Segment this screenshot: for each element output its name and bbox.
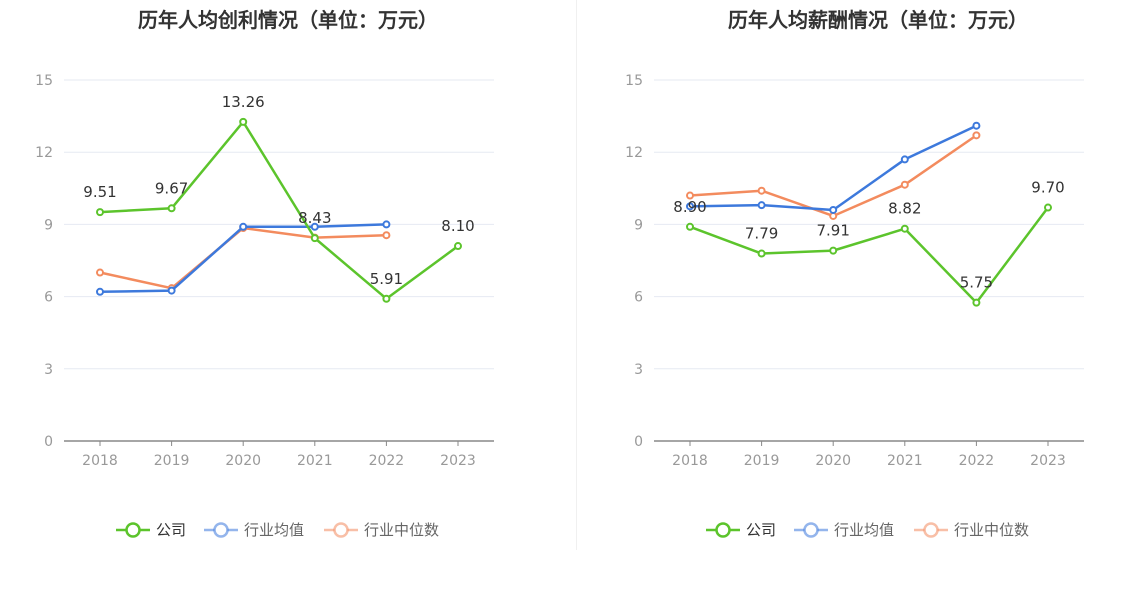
data-label: 9.51 <box>83 183 116 201</box>
data-label: 13.26 <box>222 93 265 111</box>
data-point-industry-avg <box>96 287 104 296</box>
y-tick-label: 6 <box>634 290 643 306</box>
series-line-industry-median <box>99 226 387 290</box>
data-point-company <box>167 204 176 213</box>
x-tick-label: 2022 <box>959 453 995 469</box>
data-label: 7.91 <box>816 222 849 240</box>
y-tick-label: 0 <box>44 434 53 450</box>
data-point-company <box>757 249 766 258</box>
x-tick-label: 2022 <box>369 453 405 469</box>
data-point-company <box>972 298 981 307</box>
data-point-industry-median <box>96 268 104 277</box>
legend-label-industry-avg: 行业均值 <box>834 521 894 539</box>
data-point-company <box>454 242 462 251</box>
data-label: 8.90 <box>673 198 706 216</box>
data-label: 9.67 <box>155 179 188 197</box>
x-tick-label: 2019 <box>744 453 780 469</box>
data-point-industry-median <box>900 180 909 189</box>
data-point-company <box>1044 203 1052 212</box>
data-point-company <box>310 234 319 243</box>
x-tick-label: 2018 <box>82 453 118 469</box>
legend-label-industry-avg: 行业均值 <box>244 521 304 539</box>
data-label: 9.70 <box>1031 179 1064 197</box>
series-line-industry-median <box>689 134 978 218</box>
y-tick-label: 15 <box>35 73 53 89</box>
legend-label-company: 公司 <box>156 521 186 539</box>
chart-profit: 0 3 6 9 12 15 2018 2019 2020 2021 2022 2023 9.51 9.67… <box>35 73 494 539</box>
series-line-company <box>99 120 459 301</box>
legend-label-company: 公司 <box>746 521 776 539</box>
data-point-industry-avg <box>310 222 319 231</box>
data-point-industry-avg <box>239 222 248 231</box>
y-tick-label: 0 <box>634 434 643 450</box>
data-point-company <box>382 294 391 303</box>
data-point-industry-median <box>382 231 391 240</box>
data-point-company <box>96 208 104 217</box>
data-point-industry-avg <box>900 155 909 164</box>
legend-marker-industry-avg <box>213 522 229 538</box>
chart-salary: 0 3 6 9 12 15 2018 2019 2020 2021 2022 2023 8.90 7.79… <box>625 73 1084 539</box>
data-point-company <box>900 224 909 233</box>
data-point-company <box>239 117 248 126</box>
series-line-company <box>689 206 1049 304</box>
data-point-industry-median <box>972 131 981 140</box>
legend-marker-company <box>715 522 731 538</box>
legend-label-industry-median: 行业中位数 <box>954 521 1029 539</box>
data-label: 8.82 <box>888 200 921 218</box>
data-label: 8.10 <box>441 217 474 235</box>
x-tick-label: 2021 <box>887 453 923 469</box>
x-tick-label: 2023 <box>440 453 476 469</box>
y-tick-label: 9 <box>44 217 53 233</box>
x-tick-label: 2018 <box>672 453 708 469</box>
chart-title-salary: 历年人均薪酬情况（单位：万元） <box>728 8 1028 32</box>
data-point-industry-avg <box>972 121 981 130</box>
data-point-industry-avg <box>167 286 176 295</box>
data-label: 5.75 <box>960 274 993 292</box>
x-tick-label: 2023 <box>1030 453 1066 469</box>
data-label: 8.43 <box>298 209 331 227</box>
data-point-industry-median <box>686 191 694 200</box>
legend-marker-industry-avg <box>803 522 819 538</box>
data-point-industry-avg <box>382 220 391 229</box>
legend-marker-company <box>125 522 141 538</box>
data-point-industry-avg <box>757 201 766 210</box>
legend-label-industry-median: 行业中位数 <box>364 521 439 539</box>
data-point-industry-avg <box>829 205 838 214</box>
data-point-industry-avg <box>686 202 694 211</box>
legend-marker-industry-median <box>333 522 349 538</box>
x-tick-label: 2020 <box>225 453 261 469</box>
chart-title-profit: 历年人均创利情况（单位：万元） <box>138 8 438 32</box>
series-line-industry-avg <box>689 124 977 212</box>
legend-marker-industry-median <box>923 522 939 538</box>
x-tick-label: 2019 <box>154 453 190 469</box>
data-point-company <box>686 222 694 231</box>
data-label: 5.91 <box>370 270 403 288</box>
chart-divider <box>576 0 577 550</box>
data-point-company <box>829 246 838 255</box>
data-point-industry-median <box>757 186 766 195</box>
x-tick-label: 2021 <box>297 453 333 469</box>
y-tick-label: 3 <box>44 362 53 378</box>
y-tick-label: 3 <box>634 362 643 378</box>
y-tick-label: 12 <box>35 145 53 161</box>
x-tick-label: 2020 <box>815 453 851 469</box>
y-tick-label: 12 <box>625 145 643 161</box>
y-tick-label: 9 <box>634 217 643 233</box>
data-label: 7.79 <box>745 225 778 243</box>
y-tick-label: 6 <box>44 290 53 306</box>
y-tick-label: 15 <box>625 73 643 89</box>
